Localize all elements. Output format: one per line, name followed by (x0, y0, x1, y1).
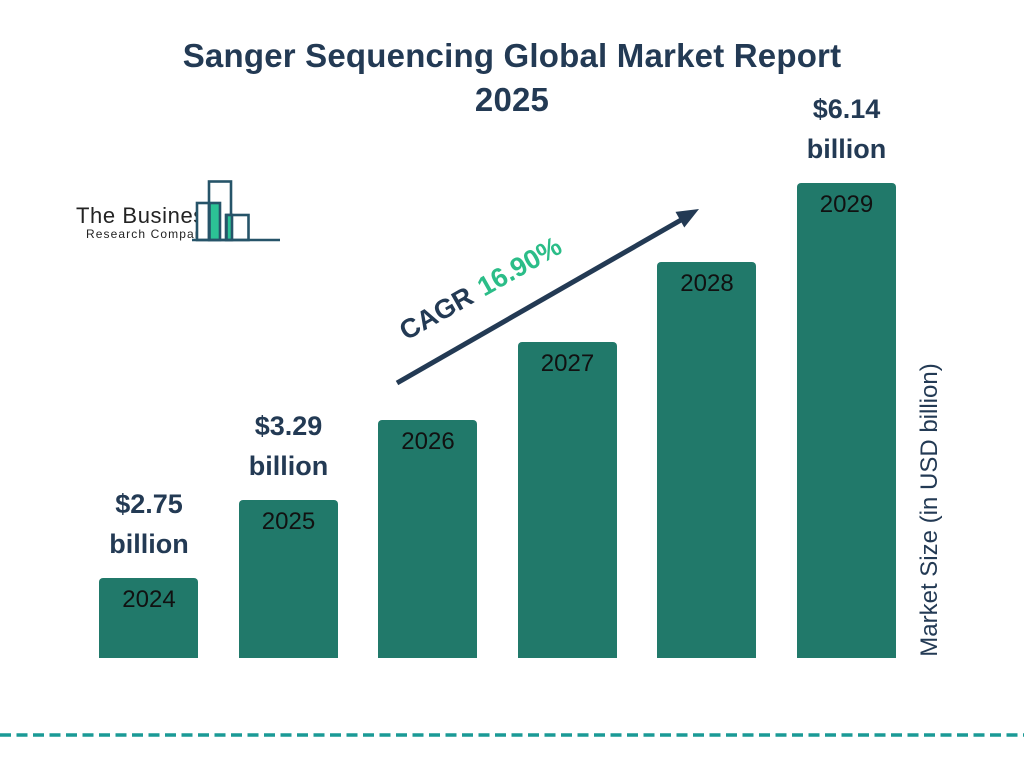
chart-title: Sanger Sequencing Global Market Report 2… (0, 34, 1024, 122)
bar-group-2028: 2028 (637, 262, 777, 658)
logo-text-secondary: Research Company (86, 227, 210, 241)
bar-2029 (796, 183, 896, 658)
bar-group-2024: $2.75 billion 2024 (79, 489, 219, 658)
company-logo: The Business Research Company (74, 177, 294, 252)
logo-text-primary: The Business (76, 203, 217, 228)
x-tick-2027: 2027 (540, 350, 595, 377)
bar-group-2029: $6.14 billion 2029 (777, 94, 917, 658)
chart-title-line2: 2025 (474, 81, 550, 118)
x-tick-2024: 2024 (122, 586, 176, 613)
bar-2028 (657, 262, 756, 658)
chart-title-line1: Sanger Sequencing Global Market Report (182, 37, 842, 74)
value-label-2029: $6.14 billion (806, 94, 887, 164)
x-tick-2029: 2029 (819, 191, 874, 218)
bar-2027 (517, 342, 617, 658)
bar-group-2027: 2027 (498, 342, 638, 658)
y-axis-label: Market Size (in USD billion) (916, 363, 943, 657)
bar-group-2025: $3.29 billion 2025 (219, 411, 359, 658)
bar-group-2026: 2026 (358, 420, 498, 658)
bar-2026 (378, 420, 477, 658)
value-label-2025: $3.29 billion (248, 411, 329, 481)
bar-2024 (99, 578, 198, 658)
bar-2025 (238, 500, 338, 658)
x-tick-2026: 2026 (401, 428, 455, 455)
bar-chart-skyline-icon (192, 180, 280, 242)
x-tick-2025: 2025 (261, 508, 316, 535)
x-tick-2028: 2028 (680, 270, 734, 297)
value-label-2024: $2.75 billion (109, 489, 189, 559)
